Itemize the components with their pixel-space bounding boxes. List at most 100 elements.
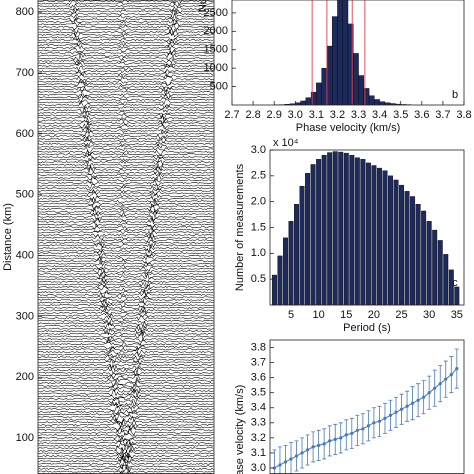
point xyxy=(305,448,310,452)
histogram-bar xyxy=(353,53,359,105)
point xyxy=(289,457,293,461)
y-tick-label: 3.1 xyxy=(251,447,266,459)
x-tick-label: 3.2 xyxy=(330,109,345,121)
y-tick-label: 700 xyxy=(16,67,34,79)
point xyxy=(394,410,398,414)
point xyxy=(438,382,442,386)
point xyxy=(444,377,448,381)
x-tick-label: 2.7 xyxy=(224,109,239,121)
bar xyxy=(404,191,410,306)
histogram-bar xyxy=(337,0,343,105)
y-tick-label: 400 xyxy=(16,249,34,261)
point xyxy=(355,428,359,432)
panel-label: b xyxy=(452,89,458,101)
x-tick-label: 25 xyxy=(395,309,407,321)
y-tick-label: 100 xyxy=(16,432,34,444)
y-tick-label: 3.4 xyxy=(251,402,266,414)
bar xyxy=(388,175,393,306)
panel: 100 200 300 400 500 600 700 800 Distance (km) xyxy=(2,0,215,474)
x-tick-label: 5 xyxy=(288,309,294,321)
y-tick-label: 500 xyxy=(210,80,228,92)
point xyxy=(278,463,282,467)
panel: 3.0 3.1 3.2 3.3 3.4 3.5 3.6 3.7 3.8 Phase velocit… xyxy=(234,339,465,474)
point xyxy=(322,442,326,446)
x-tick-label: 3.6 xyxy=(414,109,429,121)
point xyxy=(300,451,304,455)
x-tick-label: 3.8 xyxy=(456,109,471,121)
panel: 0.5 1.0 1.5 2.0 2.5 3.0 5 10 15 20 25 30 35 Period (s… xyxy=(234,137,465,334)
panel-label: c xyxy=(452,277,458,289)
y-tick-label: 3.3 xyxy=(251,417,266,429)
y-axis-label: Number of measurements xyxy=(234,163,246,291)
point xyxy=(405,404,409,408)
x-tick-label: 2.9 xyxy=(267,109,282,121)
y-axis-label: Distance (km) xyxy=(2,203,14,271)
y-tick-label: 1000 xyxy=(204,62,228,74)
x-tick-label: 3.7 xyxy=(435,109,450,121)
bar xyxy=(294,204,299,306)
point xyxy=(350,431,354,435)
y-tick-label: 3.6 xyxy=(251,372,266,384)
error-bar xyxy=(272,449,277,474)
y-tick-label: 600 xyxy=(16,128,34,140)
bar xyxy=(393,179,399,306)
y-tick-label: 3.2 xyxy=(251,432,266,444)
y-tick-label: 200 xyxy=(16,371,34,383)
point xyxy=(372,421,376,425)
bar xyxy=(399,184,405,306)
point xyxy=(317,443,321,447)
bar xyxy=(382,170,388,306)
point xyxy=(455,367,459,371)
point xyxy=(416,398,420,402)
bar xyxy=(365,162,371,306)
bar xyxy=(277,255,283,306)
point xyxy=(366,424,370,428)
x-tick-label: 20 xyxy=(368,309,380,321)
x-tick-label: 10 xyxy=(313,309,325,321)
x-tick-label: 3.4 xyxy=(372,109,387,121)
point xyxy=(383,416,387,420)
waveform-traces xyxy=(38,0,214,474)
y-tick-label: 500 xyxy=(16,189,34,201)
bar xyxy=(332,151,338,306)
x-tick-label: 30 xyxy=(423,309,435,321)
point xyxy=(433,386,437,390)
bar xyxy=(310,164,316,306)
y-tick-label: 1.0 xyxy=(251,247,266,259)
axes-frame xyxy=(231,0,465,106)
point xyxy=(339,436,343,440)
x-tick-label: 3.0 xyxy=(288,109,303,121)
y-tick-label: 2.5 xyxy=(251,170,266,182)
x-tick-label: 35 xyxy=(451,309,463,321)
bar xyxy=(443,254,449,306)
point xyxy=(283,460,288,464)
histogram-bar xyxy=(374,99,380,105)
bar xyxy=(415,204,421,306)
histogram-bar xyxy=(379,101,386,105)
axis-multiplier: x 10⁴ xyxy=(273,137,299,149)
error-bar xyxy=(277,446,282,474)
histogram-bar xyxy=(300,100,307,105)
bar xyxy=(410,196,416,306)
point xyxy=(410,401,415,405)
point xyxy=(399,407,404,411)
bar xyxy=(349,154,355,306)
point xyxy=(294,454,299,458)
x-axis-label: Period (s) xyxy=(343,322,391,334)
y-tick-label: 0.5 xyxy=(251,273,266,285)
point xyxy=(388,413,393,417)
bar xyxy=(305,173,311,306)
y-tick-label: 800 xyxy=(16,6,34,18)
point xyxy=(377,419,382,423)
histogram-bar xyxy=(342,0,349,105)
bar xyxy=(421,210,427,306)
point xyxy=(427,391,431,395)
bar xyxy=(360,159,366,306)
bar xyxy=(432,229,438,306)
point xyxy=(361,427,365,431)
panel: 500 1000 1500 2000 2500 2.7 2.8 2.9 3.0 3.1 3.2 3.3… xyxy=(197,0,472,134)
line xyxy=(274,368,458,469)
bar xyxy=(299,185,305,306)
point xyxy=(344,433,348,437)
